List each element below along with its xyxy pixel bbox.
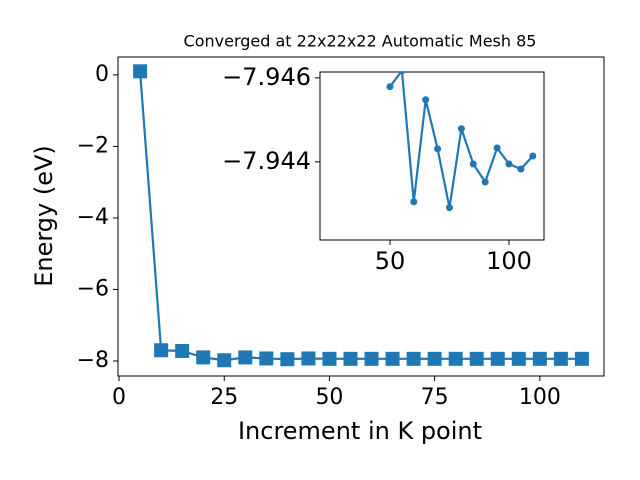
marker [398,72,406,75]
marker [406,351,421,366]
marker [490,351,505,366]
x-tick-label: 100 [486,247,532,275]
y-tick-label: −6 [77,276,109,301]
series [133,64,589,368]
marker [386,83,394,91]
marker [259,351,274,366]
marker [280,352,295,367]
y-tick-label: −4 [77,205,109,230]
marker [217,353,232,368]
marker [505,160,513,168]
marker [574,351,589,366]
x-tick-label: 25 [210,385,238,410]
marker [445,204,453,212]
y-tick-label: −7.946 [222,63,311,91]
x-tick-label: 100 [519,385,561,410]
x-tick-label: 75 [421,385,449,410]
y-tick-label: −7.944 [222,147,311,175]
marker [422,96,430,104]
marker [434,145,442,153]
marker [133,64,148,79]
y-tick-label: 0 [95,62,109,87]
marker [481,178,489,186]
y-tick-label: −8 [77,348,109,373]
marker [322,351,337,366]
marker [511,351,526,366]
y-axis-label: Energy (eV) [30,145,58,287]
marker [457,125,465,133]
x-tick-label: 0 [112,385,126,410]
marker [301,351,316,366]
x-tick-label: 50 [315,385,343,410]
marker [517,165,525,173]
marker [385,351,400,366]
plot-area [319,71,545,241]
chart-title: Converged at 22x22x22 Automatic Mesh 85 [184,32,537,51]
marker [493,144,501,152]
marker [529,152,537,160]
marker [469,351,484,366]
line [138,71,582,362]
marker [553,351,568,366]
y-tick-label: −2 [77,133,109,158]
x-axis-label: Increment in K point [238,417,482,445]
marker [154,343,169,358]
marker [427,351,442,366]
marker [532,351,547,366]
marker [238,350,253,365]
marker [343,351,358,366]
marker [364,351,379,366]
marker [410,198,418,206]
marker [469,160,477,168]
marker [196,350,211,365]
marker [175,343,190,358]
series [386,72,537,212]
marker [448,351,463,366]
x-tick-label: 50 [375,247,406,275]
